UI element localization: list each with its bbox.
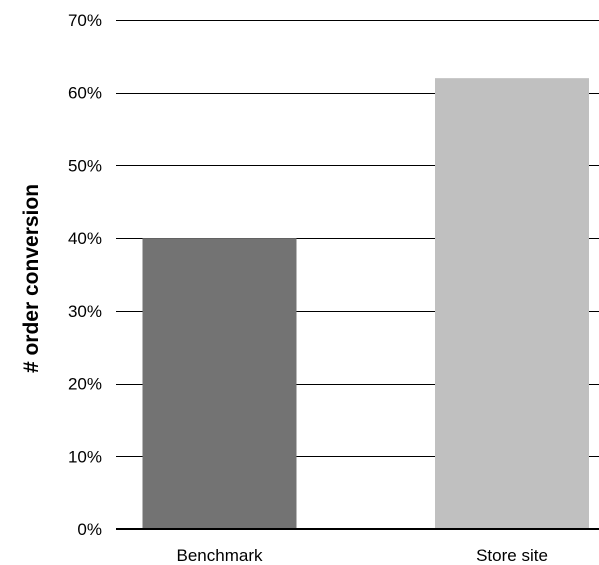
x-tick-label: Store site [476, 546, 548, 565]
y-tick-label: 0% [77, 520, 102, 539]
y-axis-ticks: 0% 10% 20% 30% 40% 50% 60% 70% [68, 11, 102, 539]
y-tick-label: 30% [68, 302, 102, 321]
y-tick-label: 60% [68, 84, 102, 103]
bar [142, 238, 297, 529]
y-tick-label: 40% [68, 229, 102, 248]
x-tick-label: Benchmark [177, 546, 263, 565]
y-tick-label: 70% [68, 11, 102, 30]
y-tick-label: 20% [68, 375, 102, 394]
x-axis-ticks: Benchmark Store site [177, 546, 548, 565]
y-tick-label: 10% [68, 447, 102, 466]
bar [435, 78, 589, 530]
bars [142, 78, 589, 530]
y-tick-label: 50% [68, 156, 102, 175]
y-axis-title: # order conversion [20, 184, 43, 373]
